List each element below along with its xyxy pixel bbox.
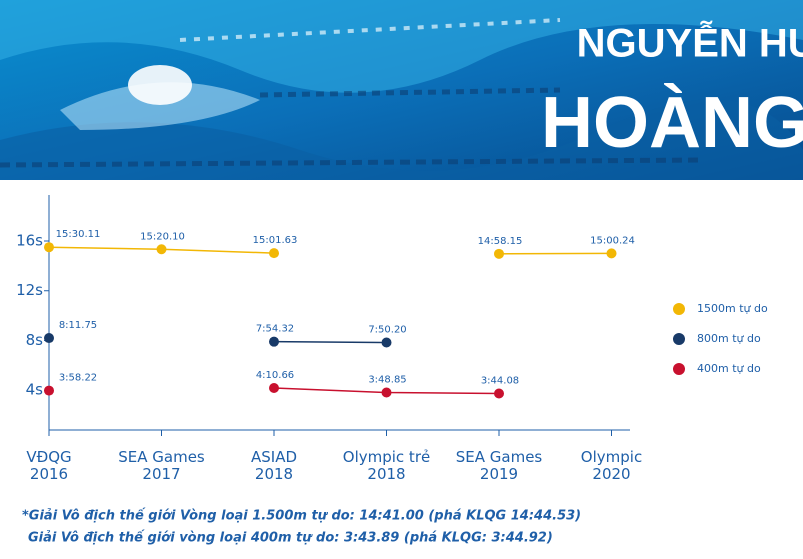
x-tick-label-line: 2019 (480, 465, 518, 483)
value-label: 3:48.85 (368, 375, 406, 386)
value-label: 14:58.15 (478, 236, 523, 247)
value-label: 7:54.32 (256, 324, 294, 335)
legend-swatch (673, 363, 685, 375)
point (44, 242, 54, 253)
value-label: 3:44.08 (481, 376, 519, 387)
x-tick-label-line: SEA Games (456, 448, 543, 466)
x-tick-label: VĐQG 2016 (26, 448, 71, 483)
point (494, 248, 504, 259)
legend-label: 400m tự do (697, 362, 761, 375)
title-line-1: NGUYỄN HUY (577, 20, 803, 66)
y-tick-label: 12s (16, 281, 43, 299)
x-tick-label: ASIAD 2018 (251, 448, 297, 483)
x-tick-label: Olympic 2020 (581, 448, 642, 483)
point (269, 248, 279, 259)
point (44, 333, 54, 344)
value-label: 15:00.24 (590, 235, 635, 246)
point (269, 336, 279, 347)
point (381, 337, 392, 348)
x-tick-label-line: 2018 (255, 465, 293, 483)
point (494, 388, 504, 399)
x-tick-label-line: SEA Games (118, 448, 205, 466)
header-photo: NGUYỄN HUY HOÀNG (0, 0, 803, 180)
x-tick-label-line: Olympic (581, 448, 642, 466)
point (606, 248, 617, 259)
point (269, 383, 279, 394)
value-label: 3:58.22 (59, 373, 97, 384)
legend-label: 800m tự do (697, 332, 761, 345)
value-label: 15:01.63 (253, 235, 298, 246)
value-label: 8:11.75 (59, 320, 97, 331)
title-line-2: HOÀNG (541, 83, 803, 163)
x-tick-label-line: 2018 (367, 465, 405, 483)
point (381, 387, 392, 398)
x-tick-label: Olympic trẻ 2018 (343, 448, 430, 483)
x-tick-label-line: 2017 (142, 465, 180, 483)
point (156, 244, 167, 255)
value-label: 15:20.10 (140, 231, 185, 242)
value-label: 15:30.11 (56, 229, 101, 240)
x-tick-label-line: Olympic trẻ (343, 448, 430, 466)
x-tick-label-line: 2016 (30, 465, 68, 483)
series-line (48, 246, 612, 255)
footnote: *Giải Vô địch thế giới Vòng loại 1.500m … (22, 509, 581, 524)
footnote: Giải Vô địch thế giới vòng loại 400m tự … (28, 531, 553, 546)
x-tick-label-line: ASIAD (251, 448, 297, 466)
point (44, 385, 54, 396)
y-tick-label: 4s (26, 381, 44, 399)
legend-label: 1500m tự do (697, 302, 768, 315)
y-tick-label: 16s (16, 232, 43, 250)
x-tick-label-line: 2020 (592, 465, 630, 483)
y-tick-label: 8s (26, 331, 44, 349)
value-label: 4:10.66 (256, 370, 294, 381)
legend-swatch (673, 303, 685, 315)
value-label: 7:50.20 (368, 325, 406, 336)
x-tick-label-line: VĐQG (26, 448, 71, 466)
x-tick-label: SEA Games 2017 (118, 448, 205, 483)
legend-swatch (673, 333, 685, 345)
series-line (273, 340, 387, 344)
x-tick-label: SEA Games 2019 (456, 448, 543, 483)
